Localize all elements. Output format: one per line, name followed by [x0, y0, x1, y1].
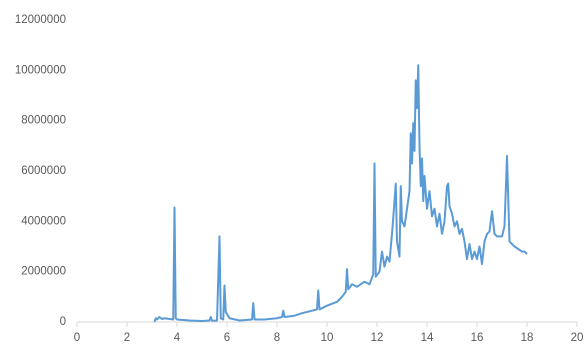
x-tick-label: 14: [421, 332, 434, 344]
x-tick-label: 10: [321, 332, 334, 344]
x-tick-label: 0: [74, 332, 80, 344]
y-tick-label: 2000000: [21, 266, 66, 278]
x-tick-label: 18: [521, 332, 534, 344]
y-tick-label: 8000000: [21, 115, 66, 127]
x-tick-label: 8: [274, 332, 280, 344]
x-tick-label: 2: [124, 332, 130, 344]
y-tick-label: 6000000: [21, 165, 66, 177]
y-tick-label: 10000000: [15, 64, 66, 76]
x-tick-label: 20: [571, 332, 584, 344]
y-tick-label: 12000000: [15, 14, 66, 26]
y-tick-label: 0: [60, 316, 66, 328]
x-tick-label: 12: [371, 332, 384, 344]
x-tick-label: 6: [224, 332, 230, 344]
x-tick-label: 16: [471, 332, 484, 344]
y-tick-label: 4000000: [21, 215, 66, 227]
x-tick-label: 4: [174, 332, 181, 344]
line-series: [153, 64, 528, 323]
